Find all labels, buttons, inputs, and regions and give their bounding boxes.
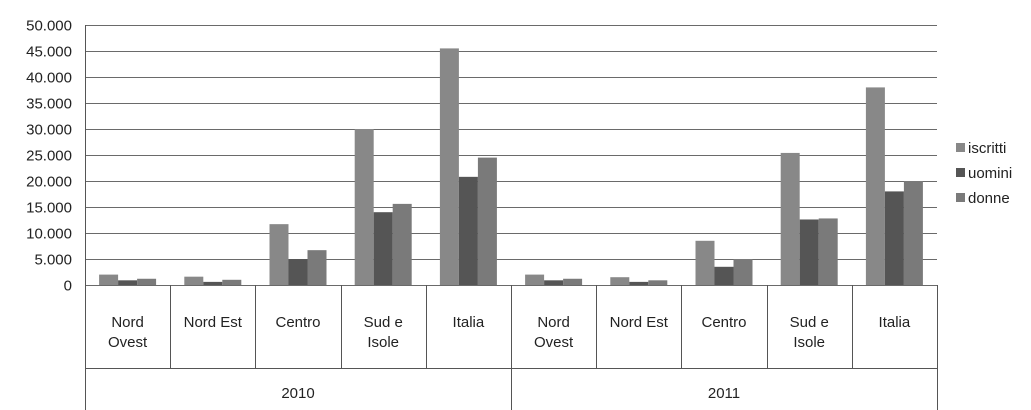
category-label: Centro [701, 314, 746, 331]
y-tick-label: 45.000 [26, 44, 72, 61]
category-label: Sud e Isole [364, 314, 403, 351]
category-label: Italia [879, 314, 911, 331]
bar-uomini [373, 212, 393, 285]
legend-swatch [956, 168, 965, 177]
bar-iscritti [99, 274, 119, 285]
year-label: 2010 [281, 385, 314, 402]
bar-donne [733, 259, 753, 285]
bar-uomini [799, 219, 819, 285]
bar-donne [818, 218, 838, 285]
bar-iscritti [439, 48, 459, 286]
bar-donne [392, 203, 412, 285]
y-tick-label: 10.000 [26, 226, 72, 243]
category-label: Nord Ovest [534, 314, 574, 351]
bar-uomini [203, 281, 223, 285]
y-tick-label: 0 [64, 278, 72, 295]
bar-uomini [629, 281, 649, 285]
bar-donne [307, 250, 327, 285]
bar-iscritti [269, 224, 289, 285]
bar-donne [903, 181, 923, 285]
bar-uomini [118, 280, 138, 285]
bar-iscritti [780, 152, 800, 285]
legend-label: uomini [968, 165, 1012, 182]
category-label: Nord Ovest [108, 314, 148, 351]
year-label: 2011 [708, 385, 740, 402]
legend-label: iscritti [968, 140, 1006, 157]
bar-donne [477, 157, 497, 285]
bar-uomini [714, 266, 734, 285]
legend-swatch [956, 193, 965, 202]
bar-donne [137, 278, 157, 285]
y-tick-label: 15.000 [26, 200, 72, 217]
bar-iscritti [525, 274, 545, 285]
category-label: Nord Est [184, 314, 243, 331]
y-tick-label: 40.000 [26, 70, 72, 87]
legend-swatch [956, 143, 965, 152]
bar-uomini [544, 280, 564, 285]
category-label: Sud e Isole [790, 314, 829, 351]
bar-uomini [884, 191, 904, 285]
y-tick-label: 25.000 [26, 148, 72, 165]
bar-iscritti [184, 276, 204, 285]
y-tick-label: 30.000 [26, 122, 72, 139]
bar-uomini [288, 259, 308, 285]
bar-donne [222, 279, 242, 285]
y-tick-label: 35.000 [26, 96, 72, 113]
bar-iscritti [695, 240, 715, 285]
category-label: Centro [275, 314, 320, 331]
category-label: Nord Est [610, 314, 669, 331]
bar-iscritti [354, 129, 374, 285]
category-label: Italia [453, 314, 485, 331]
bar-uomini [458, 176, 478, 285]
bar-iscritti [610, 277, 630, 285]
bar-iscritti [865, 87, 885, 286]
legend-label: donne [968, 190, 1010, 207]
bar-donne [563, 278, 583, 285]
bar-donne [648, 280, 668, 285]
y-tick-label: 20.000 [26, 174, 72, 191]
y-tick-label: 50.000 [26, 18, 72, 35]
y-tick-label: 5.000 [34, 252, 72, 269]
